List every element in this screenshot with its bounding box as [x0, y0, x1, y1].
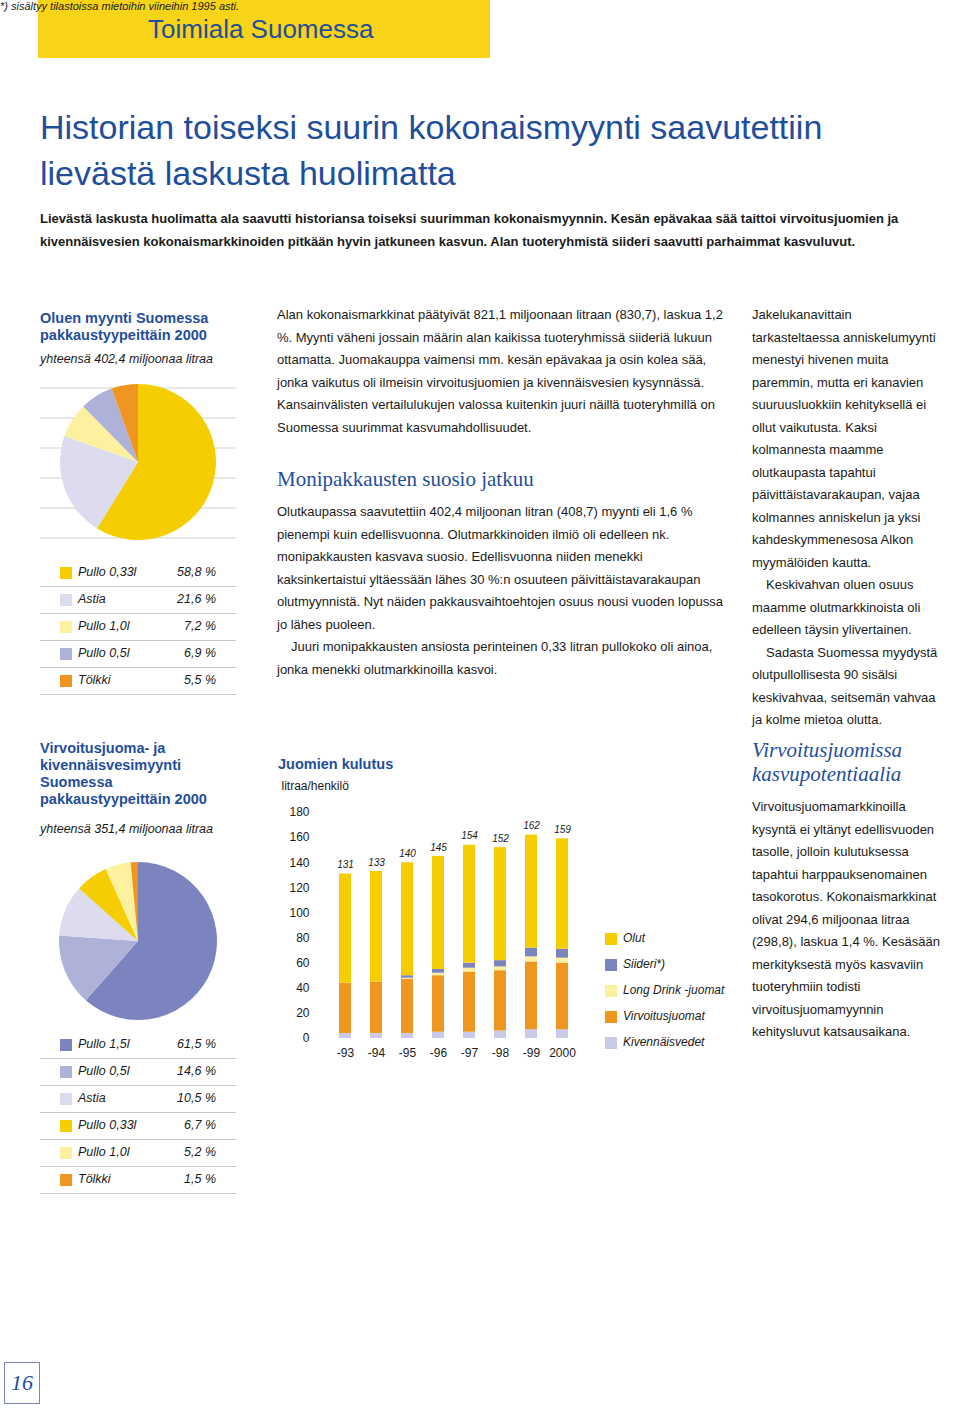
html-text:Tölkki: Tölkki	[78, 673, 111, 687]
html-text:Monipakkausten suosio jatkuu: Monipakkausten suosio jatkuu	[277, 467, 534, 491]
html-text:Pullo 0,33l: Pullo 0,33l	[78, 565, 137, 579]
html-text:Virvoitusjuomamarkkinoilla kys: Virvoitusjuomamarkkinoilla kysyntä ei yl…	[752, 799, 940, 1039]
html-text:Sadasta Suomessa myydystä olut: Sadasta Suomessa myydystä olutpullollise…	[752, 644, 938, 727]
html-text:Toimiala Suomessa: Toimiala Suomessa	[148, 14, 374, 44]
svg-text:-94: -94	[368, 1046, 386, 1060]
html-text:Pullo 1,0l: Pullo 1,0l	[78, 619, 130, 633]
svg-text:-98: -98	[492, 1046, 510, 1060]
html-text:Astia: Astia	[78, 592, 106, 606]
html-text:21,6 %: 21,6 %	[177, 592, 216, 606]
html-text:58,8 %: 58,8 %	[177, 565, 216, 579]
html-text:Jakelukanavittain tarkasteltae: Jakelukanavittain tarkasteltaessa annisk…	[752, 307, 936, 570]
html-text:6,9 %: 6,9 %	[184, 646, 216, 660]
svg-text:0: 0	[303, 1031, 310, 1045]
svg-text:162: 162	[523, 820, 540, 831]
html-text:Oluen myynti Suomessa pakkaust: Oluen myynti Suomessa pakkaustyypeittäin…	[40, 310, 209, 343]
svg-text:159: 159	[554, 824, 571, 835]
html-text:61,5 %: 61,5 %	[177, 1037, 216, 1051]
html-text:Alan kokonaismarkkinat päätyiv: Alan kokonaismarkkinat päätyivät 821,1 m…	[277, 307, 723, 435]
html-text:Pullo 1,5l: Pullo 1,5l	[78, 1037, 130, 1051]
html-text:Juuri monipakkausten ansiosta: Juuri monipakkausten ansiosta perinteine…	[277, 639, 713, 677]
html-text:yhteensä 402,4 miljoonaa litra: yhteensä 402,4 miljoonaa litraa	[40, 352, 213, 366]
html-text:Pullo 0,33l: Pullo 0,33l	[78, 1118, 137, 1132]
svg-text:-93: -93	[337, 1046, 355, 1060]
svg-text:litraa/henkilö: litraa/henkilö	[282, 779, 350, 793]
html-text:yhteensä 351,4 miljoonaa litra: yhteensä 351,4 miljoonaa litraa	[40, 822, 213, 836]
html-text:14,6 %: 14,6 %	[177, 1064, 216, 1078]
html-text:Pullo 0,5l: Pullo 0,5l	[78, 646, 130, 660]
html-text:Tölkki: Tölkki	[78, 1172, 111, 1186]
svg-text:131: 131	[337, 859, 354, 870]
html-text:5,2 %: 5,2 %	[184, 1145, 216, 1159]
html-text:*) sisältyy tilastoissa mietoi: *) sisältyy tilastoissa mietoihin viinei…	[0, 0, 240, 12]
html-text:16: 16	[11, 1370, 33, 1395]
html-text:5,5 %: 5,5 %	[184, 673, 216, 687]
svg-text:154: 154	[461, 830, 478, 841]
svg-text:-99: -99	[523, 1046, 541, 1060]
html-text:Virvoitusjuomat: Virvoitusjuomat	[623, 1009, 705, 1023]
svg-text:140: 140	[399, 848, 416, 859]
svg-text:40: 40	[296, 981, 310, 995]
svg-text:120: 120	[289, 881, 309, 895]
html-text:Siideri*): Siideri*)	[623, 957, 665, 971]
html-text:10,5 %: 10,5 %	[177, 1091, 216, 1105]
html-text:Juomien kulutus: Juomien kulutus	[278, 756, 394, 772]
html-text:1,5 %: 1,5 %	[184, 1172, 216, 1186]
svg-text:133: 133	[368, 857, 385, 868]
svg-text:-96: -96	[430, 1046, 448, 1060]
svg-text:-95: -95	[399, 1046, 417, 1060]
html-text:Historian toiseksi suurin koko: Historian toiseksi suurin kokonaismyynti…	[40, 108, 823, 192]
svg-text:60: 60	[296, 956, 310, 970]
svg-text:160: 160	[289, 830, 309, 844]
html-text:Olut: Olut	[623, 931, 645, 945]
html-text:Astia: Astia	[78, 1091, 106, 1105]
svg-text:100: 100	[289, 906, 309, 920]
html-text:Keskivahvan oluen osuus maamme: Keskivahvan oluen osuus maamme olutmarkk…	[752, 577, 921, 637]
html-text:Virvoitusjuomissa kasvupotenti: Virvoitusjuomissa kasvupotentiaalia	[752, 738, 903, 786]
html-text:Kivennäisvedet: Kivennäisvedet	[623, 1035, 705, 1049]
svg-text:20: 20	[296, 1006, 310, 1020]
svg-text:-97: -97	[461, 1046, 479, 1060]
html-text:6,7 %: 6,7 %	[184, 1118, 216, 1132]
svg-text:180: 180	[289, 805, 309, 819]
html-text:Virvoitusjuoma- ja kivennäisve: Virvoitusjuoma- ja kivennäisvesimyynti S…	[40, 740, 207, 807]
svg-text:2000: 2000	[549, 1046, 576, 1060]
html-text:Pullo 0,5l: Pullo 0,5l	[78, 1064, 130, 1078]
html-text:Lievästä laskusta huolimatta a: Lievästä laskusta huolimatta ala saavutt…	[40, 211, 899, 249]
svg-text:80: 80	[296, 931, 310, 945]
svg-text:140: 140	[289, 856, 309, 870]
html-text:Olutkaupassa saavutettiin 402,: Olutkaupassa saavutettiin 402,4 miljoona…	[277, 504, 723, 632]
html-text:Pullo 1,0l: Pullo 1,0l	[78, 1145, 130, 1159]
svg-text:145: 145	[430, 842, 447, 853]
html-text:Long Drink -juomat: Long Drink -juomat	[623, 983, 725, 997]
html-text:7,2 %: 7,2 %	[184, 619, 216, 633]
svg-text:152: 152	[492, 833, 509, 844]
